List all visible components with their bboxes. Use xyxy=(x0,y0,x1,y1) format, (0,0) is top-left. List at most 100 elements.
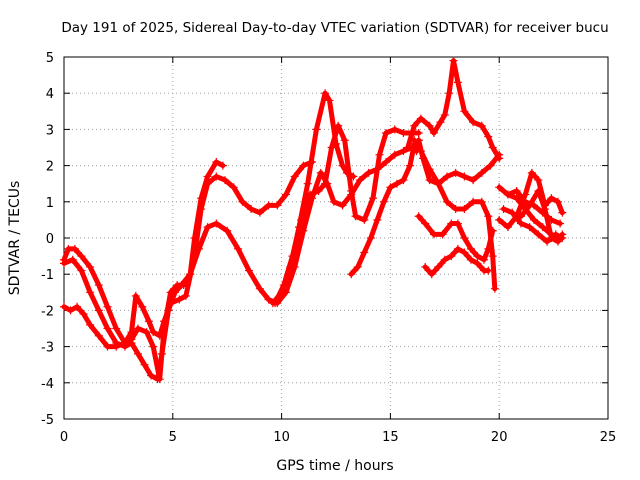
data-point xyxy=(460,248,469,257)
x-tick-label: 20 xyxy=(491,430,508,445)
data-point xyxy=(382,157,391,166)
data-point xyxy=(327,143,336,152)
data-point xyxy=(66,306,75,315)
series-line xyxy=(61,145,419,382)
data-series xyxy=(495,168,567,232)
data-point xyxy=(120,342,129,351)
data-point xyxy=(410,136,419,145)
data-point xyxy=(486,161,495,170)
data-point xyxy=(175,295,184,304)
data-point xyxy=(556,219,565,228)
data-point xyxy=(445,89,454,98)
y-tick-label: 1 xyxy=(46,196,54,211)
data-point xyxy=(271,299,280,308)
data-series xyxy=(410,136,499,293)
data-point xyxy=(238,197,247,206)
x-tick-label: 0 xyxy=(60,430,68,445)
data-point xyxy=(503,190,512,199)
data-point xyxy=(203,172,212,181)
data-point xyxy=(366,234,375,242)
data-point xyxy=(553,197,562,206)
data-point xyxy=(484,212,493,221)
y-tick-label: -1 xyxy=(41,268,54,283)
data-point xyxy=(316,168,325,177)
data-point xyxy=(442,197,451,206)
data-point xyxy=(305,190,314,199)
data-point xyxy=(410,121,419,130)
data-point xyxy=(429,230,438,239)
data-point xyxy=(477,168,486,177)
data-point xyxy=(127,328,136,337)
y-tick-label: 3 xyxy=(46,123,54,138)
data-point xyxy=(194,244,203,253)
data-point xyxy=(547,234,556,242)
data-point xyxy=(314,186,323,195)
data-point xyxy=(479,255,488,264)
data-point xyxy=(229,183,238,192)
data-point xyxy=(425,121,434,130)
data-point xyxy=(325,96,334,105)
data-point xyxy=(414,212,423,221)
series-line xyxy=(61,159,315,350)
data-point xyxy=(234,244,243,253)
data-point xyxy=(264,295,273,304)
data-point xyxy=(466,255,475,264)
data-series xyxy=(421,244,493,279)
series-line xyxy=(416,137,502,187)
data-point xyxy=(170,288,179,297)
data-series xyxy=(60,157,317,351)
data-point xyxy=(453,78,462,87)
series-layer xyxy=(60,56,567,384)
y-tick-label: 0 xyxy=(46,232,54,247)
data-point xyxy=(60,302,68,311)
data-point xyxy=(299,161,308,170)
data-point xyxy=(516,212,525,221)
data-point xyxy=(94,306,103,315)
data-point xyxy=(221,176,230,185)
data-point xyxy=(495,183,504,192)
data-point xyxy=(68,255,77,264)
data-point xyxy=(133,349,142,358)
data-point xyxy=(473,259,482,268)
data-point xyxy=(86,288,95,297)
series-line xyxy=(411,137,498,292)
data-point xyxy=(512,186,521,195)
data-series xyxy=(347,136,423,279)
data-point xyxy=(312,125,321,134)
data-point xyxy=(495,154,504,163)
data-point xyxy=(460,205,469,214)
data-point xyxy=(203,179,212,188)
data-series xyxy=(516,186,567,246)
data-point xyxy=(508,208,517,217)
data-point xyxy=(558,230,567,239)
data-point xyxy=(521,190,530,199)
data-point xyxy=(281,190,290,199)
data-point xyxy=(484,132,493,141)
data-point xyxy=(429,129,438,138)
data-point xyxy=(534,176,543,185)
data-point xyxy=(244,266,253,275)
data-point xyxy=(86,262,95,271)
data-point xyxy=(414,129,423,138)
data-point xyxy=(247,205,256,214)
series-line xyxy=(416,213,496,263)
data-point xyxy=(279,281,288,290)
data-point xyxy=(73,302,82,311)
series-line xyxy=(61,159,226,382)
data-point xyxy=(440,255,449,264)
data-point xyxy=(488,143,497,152)
data-point xyxy=(390,150,399,159)
data-point xyxy=(147,371,156,380)
data-point xyxy=(368,194,377,203)
data-point xyxy=(321,89,330,98)
data-series xyxy=(414,212,497,264)
data-point xyxy=(288,252,297,261)
data-point xyxy=(364,168,373,177)
data-point xyxy=(203,223,212,232)
y-tick-label: -3 xyxy=(41,341,54,356)
data-point xyxy=(540,205,549,214)
data-point xyxy=(525,201,534,210)
data-point xyxy=(212,157,221,166)
data-point xyxy=(484,244,493,253)
